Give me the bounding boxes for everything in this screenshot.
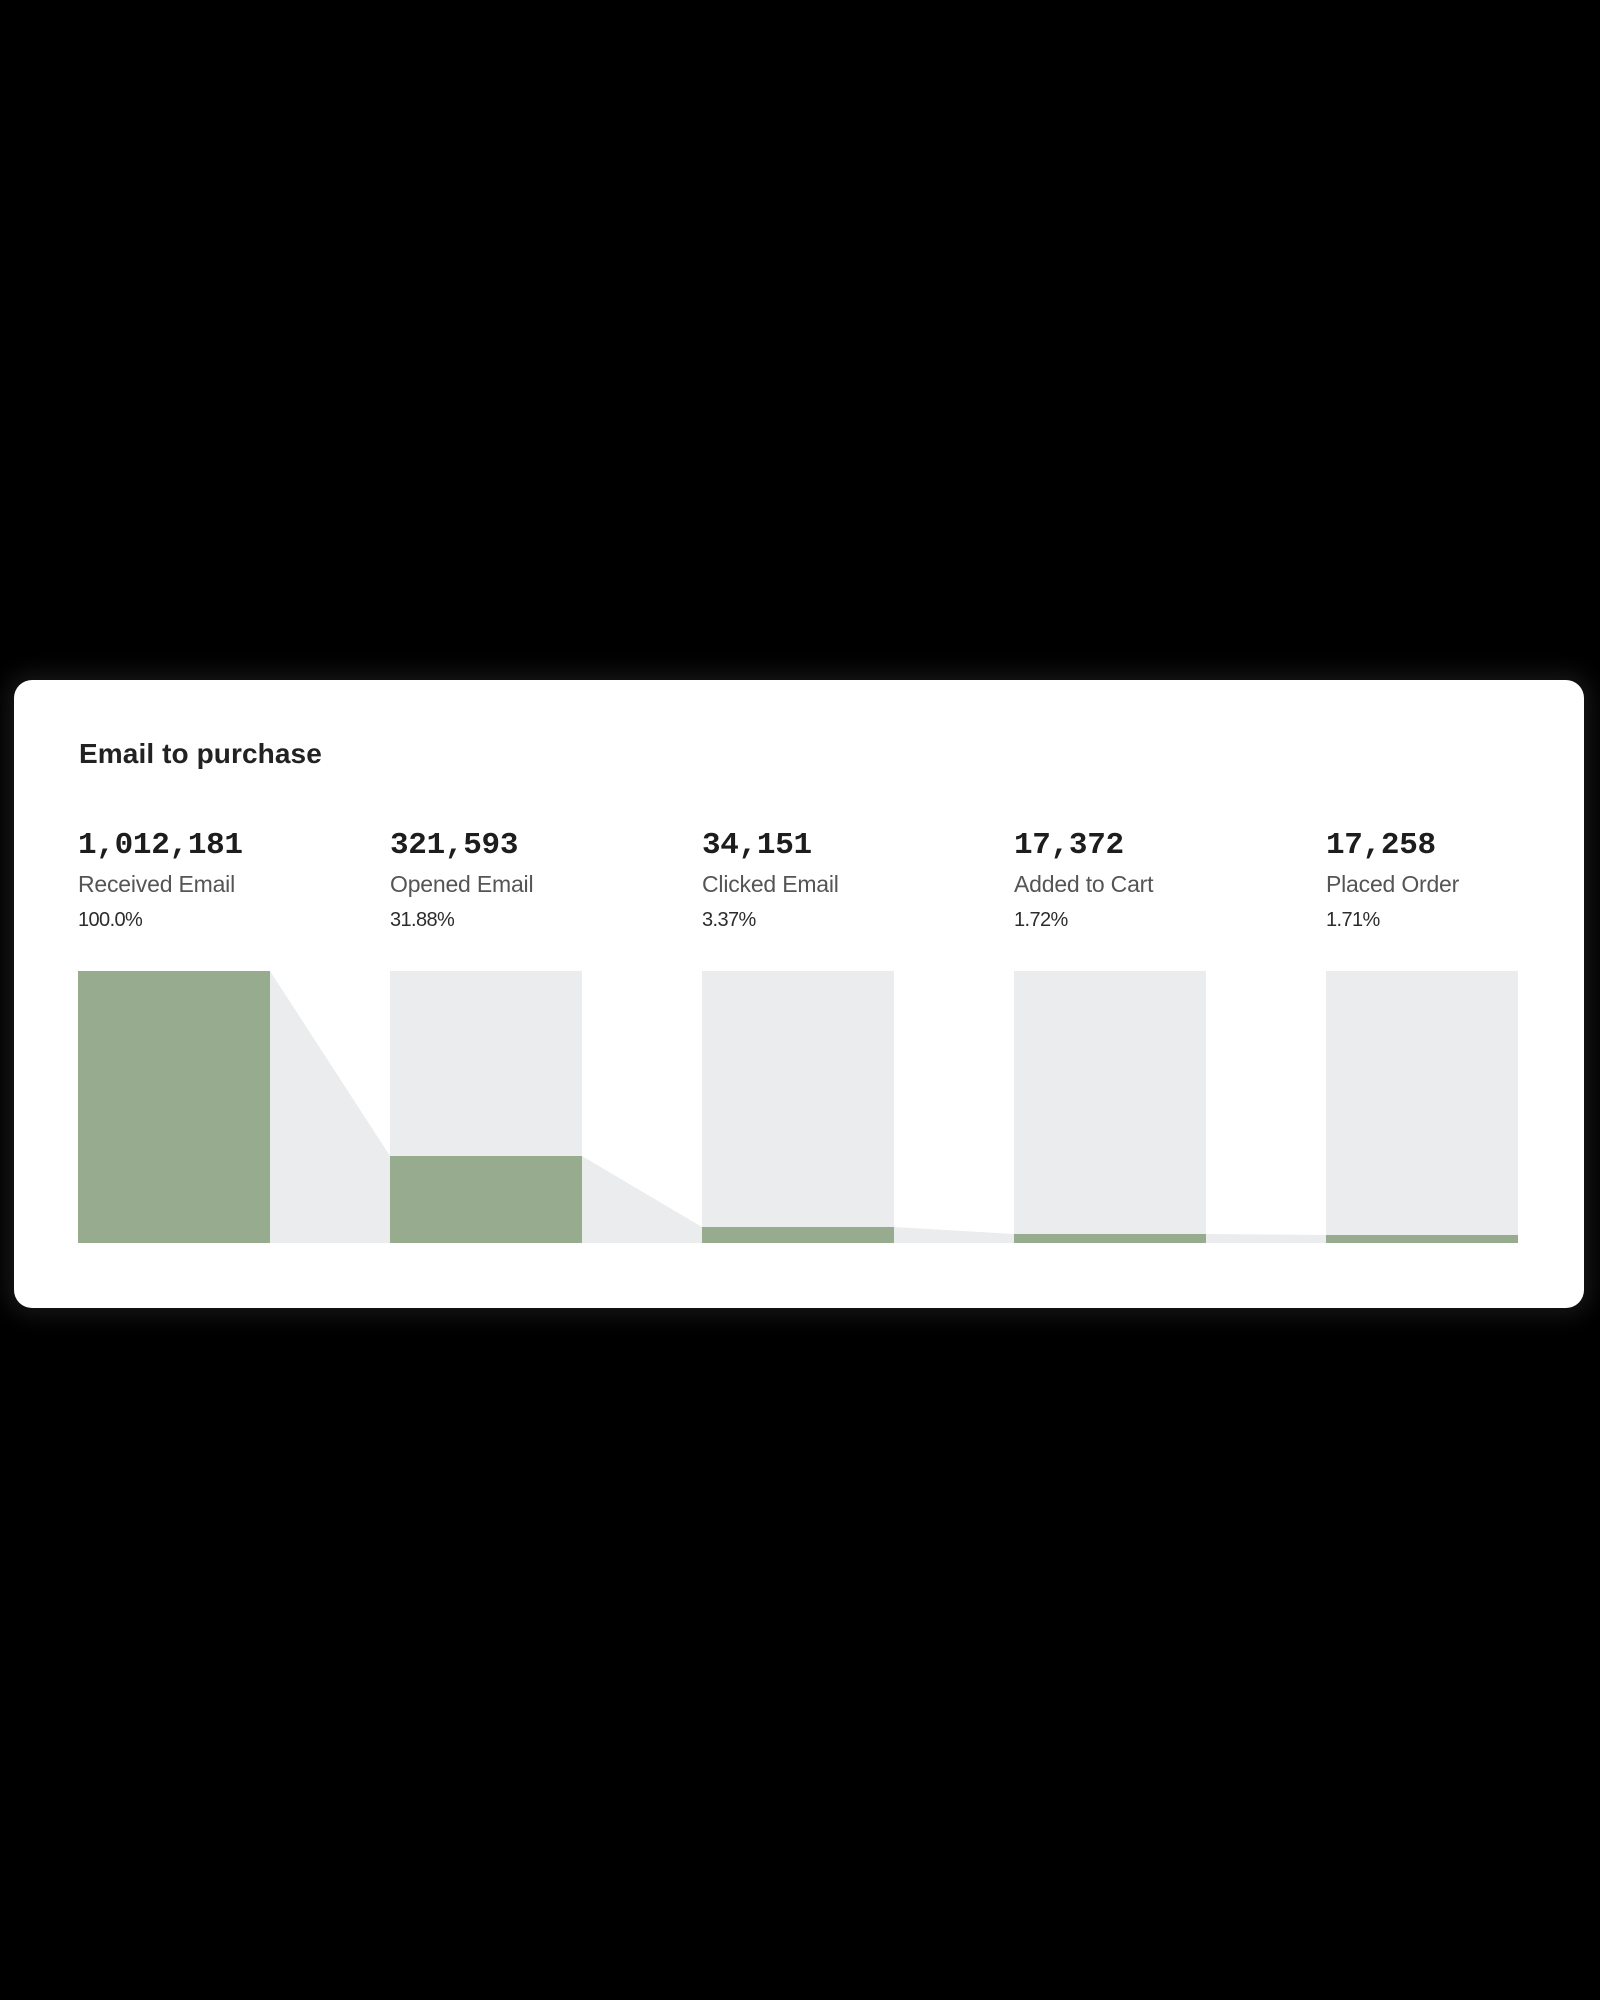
step-count: 1,012,181 xyxy=(78,828,243,863)
funnel-step-received-email: 1,012,181 Received Email 100.0% xyxy=(78,826,378,935)
bar-track xyxy=(702,971,894,1243)
bar-track xyxy=(78,971,270,1243)
step-percent: 3.37% xyxy=(702,909,756,931)
bar-track xyxy=(1014,971,1206,1243)
funnel-step-added-to-cart: 17,372 Added to Cart 1.72% xyxy=(1014,826,1314,935)
funnel-card: Email to purchase 1,012,181 Received Ema… xyxy=(14,680,1584,1308)
bar-track xyxy=(1326,971,1518,1243)
step-percent: 100.0% xyxy=(78,909,143,931)
funnel-connector xyxy=(582,1156,702,1243)
bar-track xyxy=(390,971,582,1243)
step-label: Received Email xyxy=(78,871,235,897)
bar-fill xyxy=(1326,1235,1518,1243)
step-count: 17,372 xyxy=(1014,828,1124,863)
step-label: Clicked Email xyxy=(702,871,839,897)
step-percent: 1.72% xyxy=(1014,909,1068,931)
funnel-connector xyxy=(1206,1234,1326,1243)
funnel-step-opened-email: 321,593 Opened Email 31.88% xyxy=(390,826,690,935)
card-title: Email to purchase xyxy=(79,738,322,769)
bar-fill xyxy=(390,1156,582,1243)
bar-fill xyxy=(1014,1234,1206,1243)
funnel-chart xyxy=(78,971,1518,1243)
step-label: Added to Cart xyxy=(1014,871,1154,897)
step-percent: 31.88% xyxy=(390,909,455,931)
step-count: 34,151 xyxy=(702,828,812,863)
step-label: Placed Order xyxy=(1326,871,1460,897)
step-count: 321,593 xyxy=(390,828,519,863)
funnel-step-placed-order: 17,258 Placed Order 1.71% xyxy=(1326,826,1600,935)
funnel-connector xyxy=(270,971,390,1243)
bar-fill xyxy=(78,971,270,1243)
step-percent: 1.71% xyxy=(1326,909,1380,931)
funnel-connector xyxy=(894,1227,1014,1243)
step-label: Opened Email xyxy=(390,871,534,897)
bar-fill xyxy=(702,1227,894,1243)
step-count: 17,258 xyxy=(1326,828,1436,863)
funnel-step-clicked-email: 34,151 Clicked Email 3.37% xyxy=(702,826,1002,935)
